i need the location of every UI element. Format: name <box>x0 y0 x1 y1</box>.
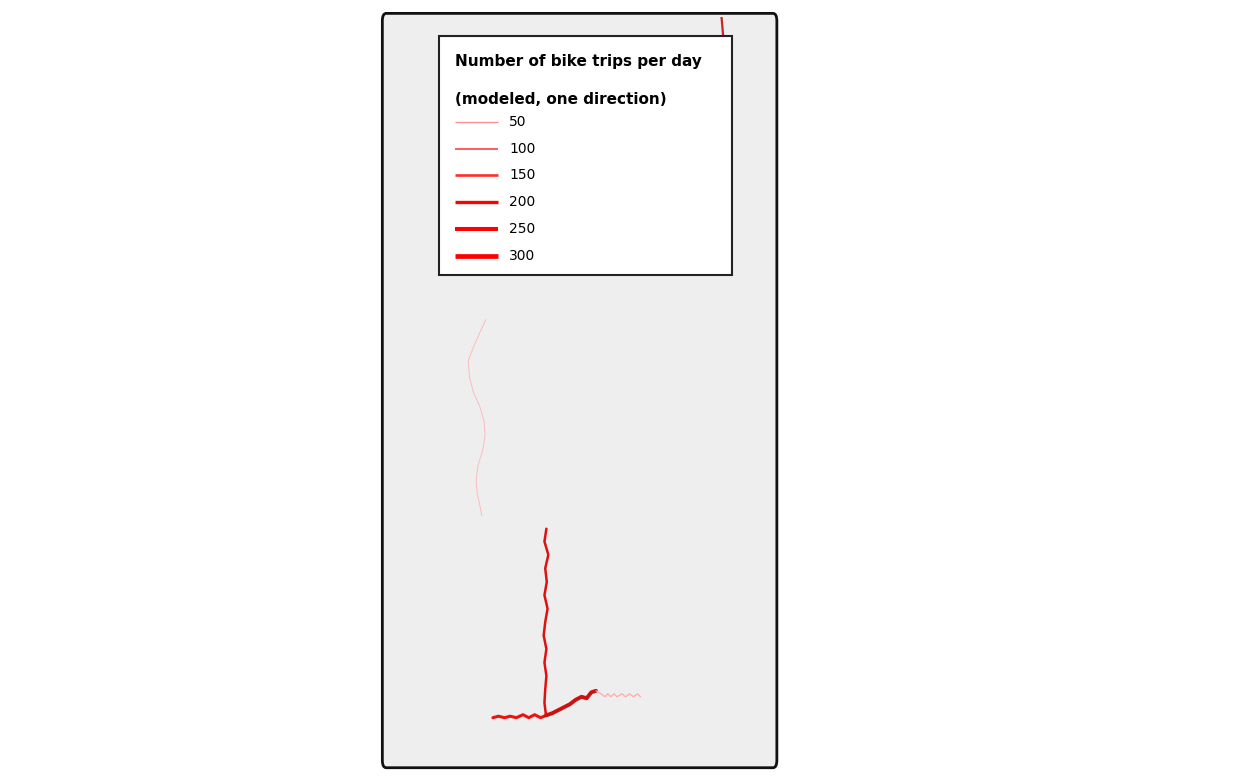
Text: (modeled, one direction): (modeled, one direction) <box>455 92 667 107</box>
Text: 200: 200 <box>509 195 536 209</box>
Text: 250: 250 <box>509 223 536 237</box>
Text: 100: 100 <box>509 142 536 156</box>
Text: 50: 50 <box>509 114 527 128</box>
Text: 150: 150 <box>509 169 536 183</box>
FancyBboxPatch shape <box>438 36 732 275</box>
Text: Number of bike trips per day: Number of bike trips per day <box>455 54 702 69</box>
FancyBboxPatch shape <box>382 13 777 768</box>
Text: 300: 300 <box>509 249 536 263</box>
